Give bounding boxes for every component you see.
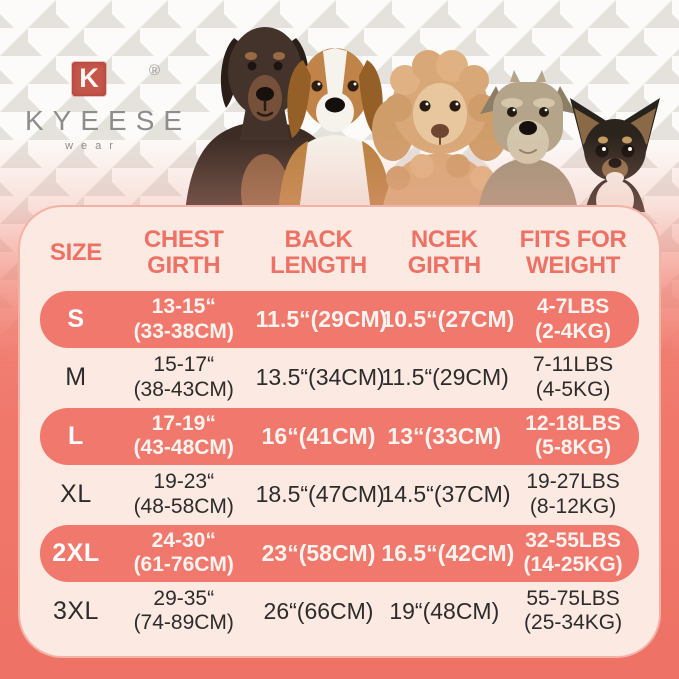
size-label: L <box>68 421 84 450</box>
weight-value: 55-75LBS (25-34KG) <box>524 586 623 635</box>
chest-girth-value: 17-19“ (43-48CM) <box>133 411 234 460</box>
chest-girth-value: 15-17“ (38-43CM) <box>133 353 234 401</box>
back-length-value: 11.5“(29CM) <box>255 306 388 332</box>
back-length-value: 26“(66CM) <box>263 597 374 624</box>
dog-lineup-photo <box>185 27 660 212</box>
weight-value: 7-11LBS (4-5KG) <box>532 353 614 401</box>
dog-photo-chihuahua <box>570 98 660 212</box>
table-row-size-3xl: 3XL 29-35“ (74-89CM) 26“(66CM) 19“(48CM)… <box>40 583 639 640</box>
brand-logo: K ® KYEESE wear <box>16 62 192 152</box>
table-row-size-xl: XL 19-23“ (48-58CM) 18.5“(47CM) 14.5“(37… <box>40 466 639 523</box>
table-row-size-m: M 15-17“ (38-43CM) 13.5“(34CM) 11.5“(29C… <box>40 349 639 406</box>
chest-girth-value: 24-30“ (61-76CM) <box>133 528 234 577</box>
chest-girth-value: 19-23“ (48-58CM) <box>133 470 234 518</box>
column-header-size: SIZE <box>49 239 103 267</box>
column-header-fits-for-weight: FITS FOR WEIGHT <box>519 226 627 279</box>
weight-value: 32-55LBS (14-25KG) <box>523 528 623 577</box>
registered-trademark-icon: ® <box>148 62 160 79</box>
neck-girth-value: 16.5“(42CM) <box>381 539 515 566</box>
size-chart-card: SIZE CHEST GIRTH BACK LENGTH NCEK GIRTH … <box>18 205 661 658</box>
size-chart-body: S 13-15“ (33-38CM) 11.5“(29CM) 10.5“(27C… <box>40 287 639 640</box>
neck-girth-value: 14.5“(37CM) <box>381 481 511 508</box>
back-length-value: 23“(58CM) <box>261 539 376 566</box>
table-row-size-2xl: 2XL 24-30“ (61-76CM) 23“(58CM) 16.5“(42C… <box>40 524 639 582</box>
weight-value: 4-7LBS (2-4KG) <box>535 294 611 343</box>
size-label: S <box>67 305 85 333</box>
neck-girth-value: 10.5“(27CM) <box>381 306 515 332</box>
weight-value: 19-27LBS (8-12KG) <box>526 470 620 518</box>
neck-girth-value: 11.5“(29CM) <box>381 364 509 391</box>
column-header-neck-girth: NCEK GIRTH <box>407 226 481 279</box>
size-label: 3XL <box>52 596 99 625</box>
size-label: XL <box>60 480 92 509</box>
size-chart-header-row: SIZE CHEST GIRTH BACK LENGTH NCEK GIRTH … <box>40 219 639 287</box>
back-length-value: 18.5“(47CM) <box>255 481 385 508</box>
table-row-size-l: L 17-19“ (43-48CM) 16“(41CM) 13“(33CM) 1… <box>40 407 639 465</box>
column-header-chest-girth: CHEST GIRTH <box>143 226 224 279</box>
back-length-value: 16“(41CM) <box>261 422 376 449</box>
neck-girth-value: 13“(33CM) <box>387 422 502 449</box>
size-label: M <box>65 363 87 392</box>
brand-k-badge: K <box>72 62 106 96</box>
chest-girth-value: 13-15“ (33-38CM) <box>133 294 234 343</box>
brand-name: KYEESE <box>25 105 192 136</box>
size-label: 2XL <box>52 538 100 567</box>
column-header-back-length: BACK LENGTH <box>270 226 367 279</box>
back-length-value: 13.5“(34CM) <box>255 364 385 391</box>
chest-girth-value: 29-35“ (74-89CM) <box>133 586 234 635</box>
neck-girth-value: 19“(48CM) <box>389 597 500 624</box>
brand-subtitle: wear <box>65 140 121 152</box>
weight-value: 12-18LBS (5-8KG) <box>525 411 621 460</box>
table-row-size-s: S 13-15“ (33-38CM) 11.5“(29CM) 10.5“(27C… <box>40 291 639 348</box>
